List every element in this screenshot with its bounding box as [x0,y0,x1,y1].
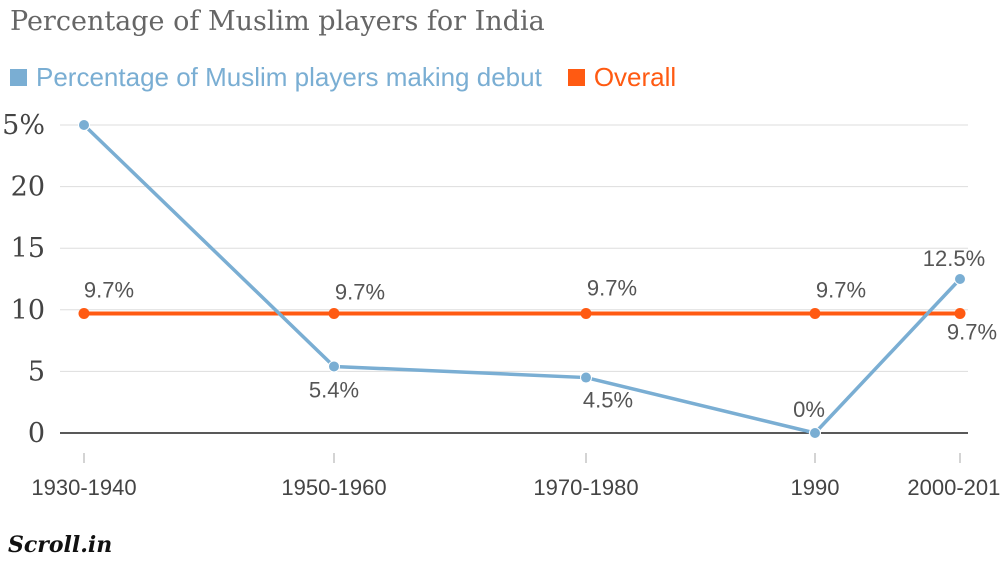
x-tick-label: 2000-2017 [907,475,1000,500]
scroll-logo: Scroll.in [8,532,113,558]
data-point-muslim [954,273,966,285]
y-tick-label: 15 [11,233,45,264]
data-point-overall [809,307,821,319]
legend-label-overall: Overall [593,61,677,92]
y-tick-label: 5 [28,356,45,387]
y-tick-label: 0 [28,418,45,449]
data-label-muslim: 0% [793,397,825,422]
data-point-muslim [809,427,821,439]
legend-item-muslim: Percentage of Muslim players making debu… [10,62,542,93]
legend-item-overall: Overall [567,61,677,93]
chart-title: Percentage of Muslim players for India [10,6,545,37]
legend-swatch-overall [567,68,585,86]
x-tick-label: 1970-1980 [533,475,638,500]
data-label-overall: 9.7% [816,277,866,302]
x-tick-label: 1990 [791,475,840,500]
data-point-muslim [328,360,340,373]
data-label-overall: 9.7% [947,319,997,344]
y-tick-label: 10 [11,295,45,326]
y-tick-label: 25% [0,110,45,141]
legend-swatch-muslim [10,68,27,86]
data-point-overall [580,307,592,319]
data-label-muslim: 12.5% [923,246,985,271]
data-label-overall: 9.7% [587,275,637,300]
data-point-muslim [580,371,592,384]
data-label-overall: 9.7% [335,279,385,304]
data-point-overall [328,307,340,319]
chart-legend: Percentage of Muslim players making debu… [10,60,702,94]
data-point-overall [78,307,90,319]
data-label-muslim: 5.4% [309,377,359,402]
legend-label-muslim: Percentage of Muslim players making debu… [36,61,542,92]
data-label-muslim: 4.5% [583,388,633,413]
y-tick-label: 20 [11,172,45,203]
x-tick-label: 1950-1960 [281,475,386,500]
data-point-muslim [78,119,90,131]
data-label-overall: 9.7% [84,277,134,302]
x-tick-label: 1930-1940 [31,475,136,500]
data-point-overall [954,307,966,319]
